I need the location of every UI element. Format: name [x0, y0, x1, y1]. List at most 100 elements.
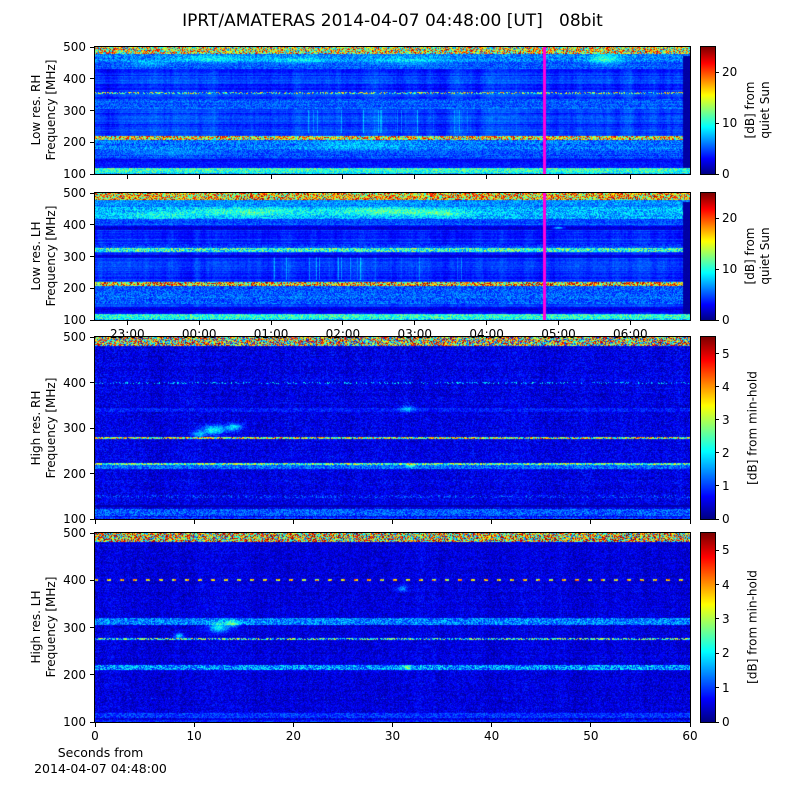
x-tick-label: 03:00	[397, 327, 433, 341]
x-tick-mark	[590, 723, 592, 727]
y-tick-label: 300	[63, 620, 86, 635]
y-tick-label: 400	[63, 71, 86, 86]
x-tick-label: 04:00	[469, 327, 504, 341]
x-tick-mark	[392, 723, 393, 727]
colorbar-tick-label: 3	[722, 611, 730, 626]
colorbar-tick-label: 1	[722, 680, 730, 695]
colorbar-high-res-rh	[700, 336, 716, 520]
colorbar-canvas-low-res-rh	[701, 47, 715, 174]
colorbar-high-res-lh	[700, 532, 716, 723]
x-tick-label: 10	[186, 729, 202, 743]
spectrogram-canvas-high-res-lh	[95, 533, 690, 722]
y-tick-label: 300	[63, 421, 86, 435]
colorbar-tick-mark	[716, 353, 719, 355]
colorbar-tick-mark	[716, 319, 719, 321]
y-tick-label: 200	[63, 281, 86, 296]
x-tick-mark	[557, 321, 559, 325]
y-tick-mark	[90, 427, 94, 429]
x-tick-mark	[270, 175, 272, 179]
y-tick-mark	[90, 518, 94, 520]
colorbar-tick-label: 4	[722, 379, 730, 394]
x-tick-mark	[193, 520, 195, 524]
y-tick-label: 200	[63, 667, 86, 682]
colorbar-tick-label: 2	[722, 646, 730, 661]
x-tick-label: 00:00	[181, 327, 217, 341]
colorbar-tick-mark	[716, 173, 719, 175]
colorbar-tick-mark	[716, 122, 719, 124]
x-tick-label: 20	[285, 729, 301, 743]
colorbar-tick-label: 5	[722, 543, 730, 558]
colorbar-tick-mark	[716, 618, 719, 620]
y-tick-mark	[90, 256, 94, 257]
x-tick-mark	[689, 520, 691, 524]
colorbar-tick-mark	[716, 652, 719, 654]
colorbar-tick-mark	[716, 584, 719, 586]
x-tick-label: 40	[484, 729, 500, 743]
y-tick-mark	[90, 627, 94, 628]
colorbar-tick-label: 4	[722, 577, 730, 592]
colorbar-tick-mark	[716, 485, 719, 487]
colorbar-tick-mark	[716, 419, 719, 421]
y-tick-mark	[90, 532, 94, 534]
y-tick-mark	[90, 674, 94, 676]
y-tick-mark	[90, 287, 94, 289]
colorbar-tick-mark	[716, 687, 719, 689]
y-tick-mark	[90, 78, 94, 80]
x-tick-mark	[557, 175, 559, 179]
colorbar-tick-label: 20	[722, 211, 738, 226]
colorbar-tick-mark	[716, 549, 719, 551]
x-tick-mark	[342, 321, 344, 325]
colorbar-tick-mark	[716, 268, 719, 270]
x-tick-mark	[486, 321, 488, 325]
x-tick-mark	[689, 723, 691, 727]
colorbar-tick-label: 0	[722, 715, 730, 729]
y-tick-label: 400	[63, 217, 86, 232]
y-tick-label: 500	[63, 186, 86, 200]
spectrogram-canvas-low-res-rh	[95, 47, 690, 174]
x-tick-label: 50	[583, 729, 599, 743]
colorbar-tick-label: 0	[722, 313, 730, 327]
colorbar-tick-label: 10	[722, 116, 738, 131]
x-tick-mark	[292, 520, 294, 524]
x-tick-label: 06:00	[613, 327, 648, 341]
y-tick-label: 300	[63, 103, 86, 118]
spectrogram-canvas-low-res-lh	[95, 193, 690, 320]
colorbar-tick-label: 2	[722, 445, 730, 460]
x-tick-mark	[193, 723, 195, 727]
y-tick-mark	[90, 382, 94, 383]
x-tick-label: 0	[91, 729, 99, 743]
y-tick-mark	[90, 192, 94, 194]
colorbar-canvas-low-res-lh	[701, 193, 715, 320]
y-tick-label: 500	[63, 526, 86, 540]
x-tick-mark	[94, 723, 96, 727]
x-tick-label: 01:00	[253, 327, 289, 341]
y-tick-mark	[90, 224, 94, 226]
x-tick-mark	[198, 321, 200, 325]
y-tick-label: 100	[63, 512, 86, 526]
x-tick-mark	[486, 175, 488, 179]
colorbar-tick-mark	[716, 518, 719, 520]
y-tick-mark	[90, 110, 94, 111]
y-tick-mark	[90, 141, 94, 143]
colorbar-tick-label: 20	[722, 65, 738, 80]
y-tick-label: 300	[63, 249, 86, 264]
colorbar-tick-label: 10	[722, 262, 738, 277]
x-tick-mark	[270, 321, 272, 325]
colorbar-tick-mark	[716, 71, 719, 73]
y-tick-mark	[90, 473, 94, 474]
colorbar-tick-mark	[716, 721, 719, 723]
x-tick-mark	[491, 723, 493, 727]
y-tick-mark	[90, 319, 94, 321]
panel-low-res-rh	[94, 46, 691, 175]
colorbar-tick-label: 5	[722, 346, 730, 361]
y-tick-label: 500	[63, 40, 86, 54]
colorbar-tick-label: 3	[722, 412, 730, 427]
x-tick-mark	[126, 175, 128, 179]
panel-high-res-rh	[94, 336, 691, 520]
y-tick-label: 500	[63, 330, 86, 344]
x-tick-mark	[94, 520, 96, 524]
x-tick-mark	[392, 520, 393, 524]
panel-high-res-lh	[94, 532, 691, 723]
panel-low-res-lh	[94, 192, 691, 321]
